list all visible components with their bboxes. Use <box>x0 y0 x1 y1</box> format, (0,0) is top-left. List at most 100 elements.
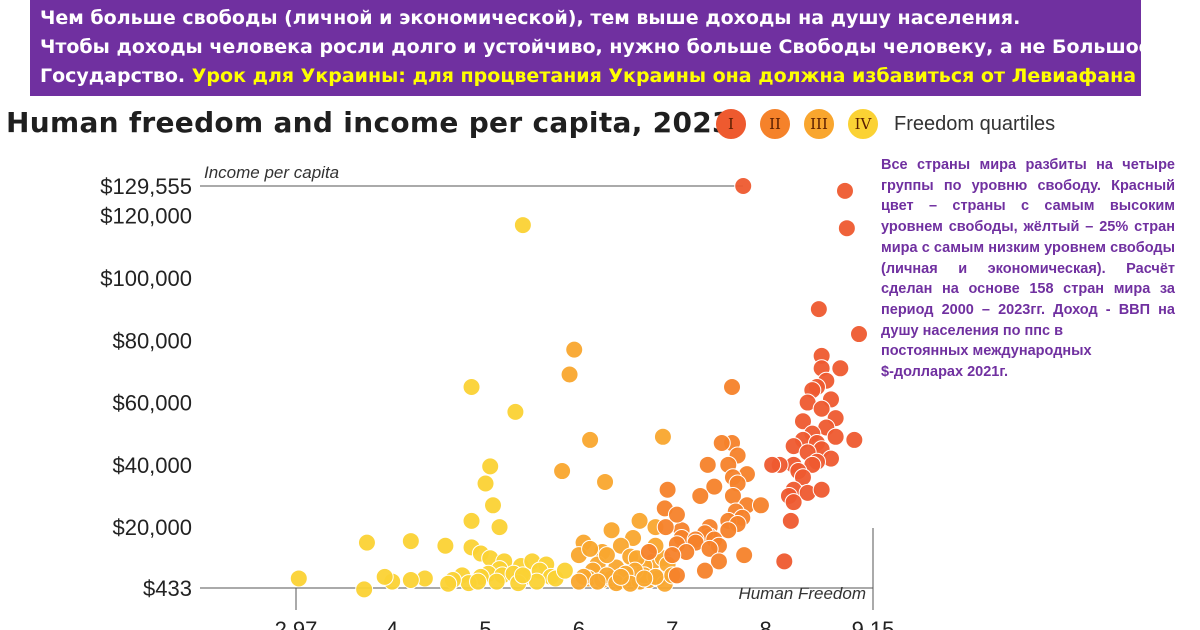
data-point-qiii <box>653 427 672 446</box>
data-point-qiii <box>602 521 621 540</box>
y-tick-label: $120,000 <box>100 204 192 229</box>
data-point-qii <box>656 518 675 537</box>
data-point-qiv <box>484 496 503 515</box>
data-point-qii <box>700 539 719 558</box>
y-tick-label: $40,000 <box>112 453 192 478</box>
data-point-qiv <box>490 518 509 537</box>
y-tick-label: $20,000 <box>112 515 192 540</box>
banner-line-2: Чтобы доходы человека росли долго и усто… <box>40 36 1152 58</box>
legend: I II III IV Freedom quartiles <box>716 108 1055 140</box>
data-point-qi <box>837 219 856 238</box>
note-tail-line-2: $-долларах 2021г. <box>881 364 1008 381</box>
data-point-qii <box>751 496 770 515</box>
data-point-qii <box>663 546 682 565</box>
data-point-qiv <box>436 536 455 555</box>
data-point-qii <box>639 542 658 561</box>
data-point-qiii <box>553 462 572 481</box>
data-point-qii <box>667 566 686 585</box>
data-point-qi <box>849 325 868 344</box>
data-point-qi <box>845 430 864 449</box>
plot-points <box>289 177 868 599</box>
legend-item-q2: II <box>760 109 790 139</box>
data-point-qiv <box>357 533 376 552</box>
legend-item-q3: III <box>804 109 834 139</box>
data-point-qiv <box>513 566 532 585</box>
legend-item-q1: I <box>716 109 746 139</box>
data-point-qi <box>831 359 850 378</box>
data-point-qii <box>705 477 724 496</box>
data-point-qiii <box>588 572 607 591</box>
x-tick-label: 4 <box>386 617 398 630</box>
data-point-qiv <box>375 567 394 586</box>
data-point-qi <box>826 427 845 446</box>
data-point-qiv <box>289 569 308 588</box>
banner-line-1: Чем больше свободы (личной и экономическ… <box>40 7 1021 29</box>
data-point-qii <box>723 377 742 396</box>
x-tick-label: 5 <box>479 617 491 630</box>
y-axis-title: Income per capita <box>204 163 339 182</box>
data-point-qiv <box>555 561 574 580</box>
data-point-qi <box>763 455 782 474</box>
y-tick-label: $433 <box>143 576 192 601</box>
banner-line-3-start: Государство. <box>40 65 186 87</box>
data-point-qii <box>735 546 754 565</box>
data-point-qiv <box>487 572 506 591</box>
data-point-qiv <box>439 574 458 593</box>
data-point-qi <box>809 300 828 319</box>
data-point-qiii <box>596 472 615 491</box>
data-point-qii <box>712 434 731 453</box>
data-point-qi <box>835 181 854 200</box>
data-point-qiii <box>569 572 588 591</box>
data-point-qiii <box>565 340 584 359</box>
data-point-qiii <box>581 539 600 558</box>
data-point-qii <box>719 521 738 540</box>
x-axis-title: Human Freedom <box>738 584 866 603</box>
data-point-qii <box>667 505 686 524</box>
data-point-qi <box>784 493 803 512</box>
data-point-qiv <box>481 457 500 476</box>
data-point-qiv <box>476 474 495 493</box>
x-tick-label: 2.97 <box>275 617 318 630</box>
data-point-qii <box>709 552 728 571</box>
data-point-qiv <box>355 580 374 599</box>
data-point-qiv <box>462 511 481 530</box>
legend-item-q4: IV <box>848 109 878 139</box>
data-point-qiii <box>611 567 630 586</box>
x-tick-label: 7 <box>666 617 678 630</box>
x-tick-label: 8 <box>760 617 772 630</box>
data-point-qii <box>658 480 677 499</box>
legend-title: Freedom quartiles <box>894 112 1056 135</box>
chart-title: Human freedom and income per capita, 202… <box>6 106 732 139</box>
data-point-qi <box>812 399 831 418</box>
x-tick-label: 6 <box>573 617 585 630</box>
note-tail-line-1: постоянных международных <box>881 343 1092 360</box>
data-point-qiii <box>581 430 600 449</box>
y-tick-label: $80,000 <box>112 328 192 353</box>
x-tick-label: 9.15 <box>852 617 895 630</box>
y-tick-label: $60,000 <box>112 391 192 416</box>
note-body: Все страны мира разбиты на четыре группы… <box>881 157 1175 339</box>
data-point-qiii <box>635 569 654 588</box>
data-point-qiv <box>469 572 488 591</box>
data-point-qi <box>781 511 800 530</box>
banner-lesson-highlight: Урок для Украины: для процветания Украин… <box>191 65 1137 87</box>
data-point-qiii <box>630 511 649 530</box>
data-point-qii <box>691 486 710 505</box>
data-point-qi <box>734 177 753 195</box>
data-point-qiv <box>462 377 481 396</box>
data-point-qi <box>812 480 831 499</box>
banner-line-3: Государство. Урок для Украины: для процв… <box>40 62 1141 91</box>
y-tick-label: $129,555 <box>100 174 192 199</box>
explanation-note: Все страны мира разбиты на четыре группы… <box>881 155 1175 383</box>
data-point-qiii <box>597 546 616 565</box>
data-point-qi <box>775 552 794 571</box>
data-point-qiv <box>506 402 525 421</box>
data-point-qiii <box>560 365 579 384</box>
data-point-qiv <box>513 216 532 235</box>
data-point-qiv <box>401 532 420 551</box>
data-point-qiv <box>401 571 420 590</box>
y-tick-label: $100,000 <box>100 266 192 291</box>
banner: Чем больше свободы (личной и экономическ… <box>30 0 1152 96</box>
plot-axes: $433 $20,000 $40,000 $60,000 $80,000 $100,000… <box>100 163 894 630</box>
